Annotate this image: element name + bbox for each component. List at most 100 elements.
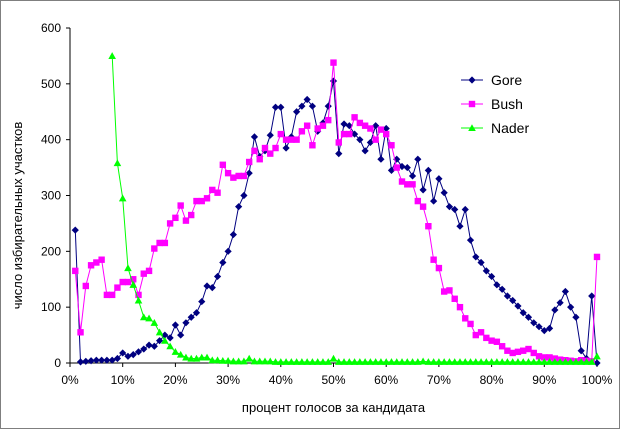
- data-point-gore: [224, 247, 232, 255]
- data-point-nader: [366, 358, 375, 365]
- data-point-gore: [213, 272, 222, 281]
- data-point-nader: [524, 358, 533, 365]
- data-point-bush: [356, 119, 364, 127]
- data-point-gore: [182, 319, 190, 327]
- data-point-nader: [593, 352, 601, 360]
- data-point-nader: [208, 356, 217, 364]
- data-point-bush: [383, 130, 390, 138]
- data-point-gore: [282, 144, 290, 152]
- data-point-bush: [377, 126, 385, 133]
- data-point-nader: [261, 357, 269, 365]
- data-point-nader: [166, 342, 174, 350]
- data-point-nader: [540, 358, 549, 365]
- legend-item-bush: Bush: [461, 96, 523, 112]
- data-point-bush: [177, 202, 184, 209]
- data-point-gore: [92, 356, 100, 364]
- data-point-gore: [76, 358, 85, 366]
- data-point-nader: [477, 358, 485, 365]
- x-tick-label: 40%: [269, 373, 293, 387]
- data-point-nader: [303, 358, 311, 365]
- data-point-nader: [308, 358, 317, 365]
- data-point-nader: [234, 357, 243, 365]
- data-point-nader: [371, 358, 380, 365]
- data-point-gore: [482, 267, 490, 275]
- data-point-nader: [224, 356, 232, 364]
- data-point-gore: [567, 303, 575, 311]
- data-point-bush: [346, 130, 353, 138]
- data-point-nader: [197, 353, 206, 361]
- data-point-gore: [240, 191, 248, 200]
- data-point-bush: [393, 164, 400, 171]
- data-point-bush: [135, 291, 142, 299]
- data-point-nader: [356, 358, 364, 365]
- data-point-nader: [498, 358, 506, 365]
- y-tick-label: 300: [41, 189, 61, 203]
- data-point-nader: [545, 358, 554, 365]
- data-point-bush: [219, 161, 227, 168]
- data-point-bush: [172, 214, 179, 222]
- data-point-gore: [408, 172, 417, 180]
- data-point-nader: [108, 52, 116, 59]
- data-point-gore: [551, 306, 559, 314]
- data-point-bush: [298, 128, 306, 135]
- data-point-gore: [82, 357, 90, 365]
- data-point-gore: [361, 147, 369, 155]
- data-point-gore: [382, 124, 390, 133]
- data-point-nader: [387, 358, 396, 365]
- data-point-gore: [398, 162, 406, 171]
- data-point-bush: [451, 295, 458, 302]
- data-point-nader: [519, 358, 528, 365]
- data-point-bush: [82, 282, 90, 290]
- data-point-nader: [219, 356, 227, 364]
- data-point-nader: [182, 353, 190, 361]
- y-tick-label: 600: [41, 21, 61, 35]
- data-point-gore: [229, 230, 237, 239]
- data-point-gore: [129, 351, 137, 359]
- data-point-nader: [129, 281, 138, 288]
- data-point-bush: [430, 256, 437, 263]
- data-point-nader: [155, 328, 164, 336]
- data-point-gore: [113, 354, 122, 363]
- data-point-gore: [303, 95, 311, 104]
- data-point-gore: [419, 186, 427, 194]
- data-point-nader: [471, 358, 480, 365]
- data-point-gore: [451, 205, 459, 214]
- data-point-bush: [419, 203, 427, 210]
- data-point-nader: [171, 348, 180, 355]
- data-point-nader: [292, 358, 301, 365]
- data-point-bush: [330, 59, 337, 66]
- data-point-bush: [514, 348, 522, 356]
- data-point-bush: [77, 329, 84, 336]
- data-point-bush: [156, 239, 163, 247]
- data-point-gore: [271, 103, 280, 111]
- data-point-nader: [203, 353, 211, 361]
- series-line-nader: [111, 55, 598, 363]
- data-point-bush: [309, 142, 316, 149]
- data-point-nader: [403, 358, 412, 365]
- data-point-bush: [398, 178, 406, 185]
- data-point-gore: [461, 205, 469, 214]
- x-tick-label: 10%: [111, 373, 135, 387]
- data-point-nader: [161, 336, 169, 344]
- data-point-gore: [540, 327, 548, 335]
- data-point-gore: [377, 155, 385, 163]
- data-point-gore: [435, 175, 443, 183]
- data-point-nader: [134, 296, 143, 304]
- data-point-bush: [130, 276, 137, 283]
- data-point-bush: [145, 267, 153, 275]
- y-tick-label: 500: [41, 77, 61, 91]
- data-point-gore: [119, 349, 127, 357]
- x-tick-label: 30%: [216, 373, 240, 387]
- data-point-bush: [488, 337, 495, 344]
- data-point-nader: [551, 358, 559, 365]
- data-point-bush: [240, 172, 248, 180]
- data-point-nader: [350, 358, 359, 365]
- x-tick-label: 20%: [163, 373, 187, 387]
- data-point-gore: [414, 155, 422, 163]
- data-point-bush: [404, 181, 411, 188]
- data-point-bush: [261, 144, 269, 152]
- data-point-gore: [171, 321, 179, 329]
- x-tick-label: 90%: [532, 373, 556, 387]
- data-point-nader: [377, 358, 385, 365]
- data-point-bush: [98, 256, 105, 263]
